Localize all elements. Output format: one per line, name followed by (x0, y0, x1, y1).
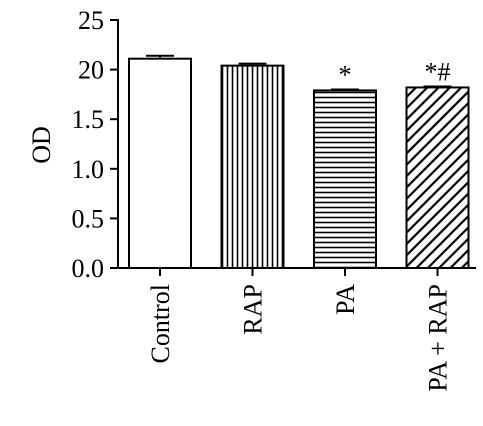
annotation: *# (425, 57, 451, 86)
y-tick-label: 0.5 (72, 204, 105, 233)
annotation: * (339, 60, 352, 89)
y-tick-label: 0.0 (72, 254, 105, 283)
x-tick-label: PA + RAP (424, 284, 453, 392)
x-tick-label: Control (146, 284, 175, 363)
x-tick-label: PA (331, 284, 360, 315)
y-tick-label: 20 (78, 56, 104, 85)
y-tick-label: 1.0 (72, 155, 105, 184)
y-tick-label: 25 (78, 6, 104, 35)
error-bar (238, 62, 267, 66)
bar (128, 57, 192, 269)
y-tick-label: 1.5 (72, 105, 105, 134)
error-bar (331, 88, 359, 91)
bar (220, 64, 285, 269)
error-bar (423, 85, 452, 88)
error-bar (146, 54, 174, 59)
y-axis-label: OD (27, 126, 56, 164)
x-tick-label: RAP (239, 284, 268, 335)
bar (405, 86, 470, 270)
bar (313, 89, 377, 269)
